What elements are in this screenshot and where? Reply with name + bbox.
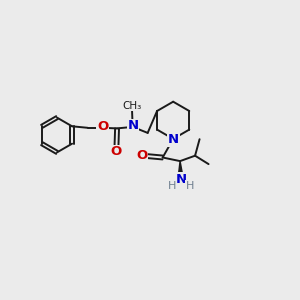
Text: H: H — [185, 181, 194, 191]
Text: N: N — [168, 133, 179, 146]
Text: N: N — [128, 119, 139, 133]
Text: N: N — [176, 173, 187, 186]
Text: O: O — [97, 120, 108, 133]
Polygon shape — [178, 161, 183, 179]
Text: H: H — [167, 181, 176, 191]
Text: O: O — [110, 145, 122, 158]
Text: O: O — [136, 149, 147, 162]
Text: CH₃: CH₃ — [122, 101, 142, 111]
